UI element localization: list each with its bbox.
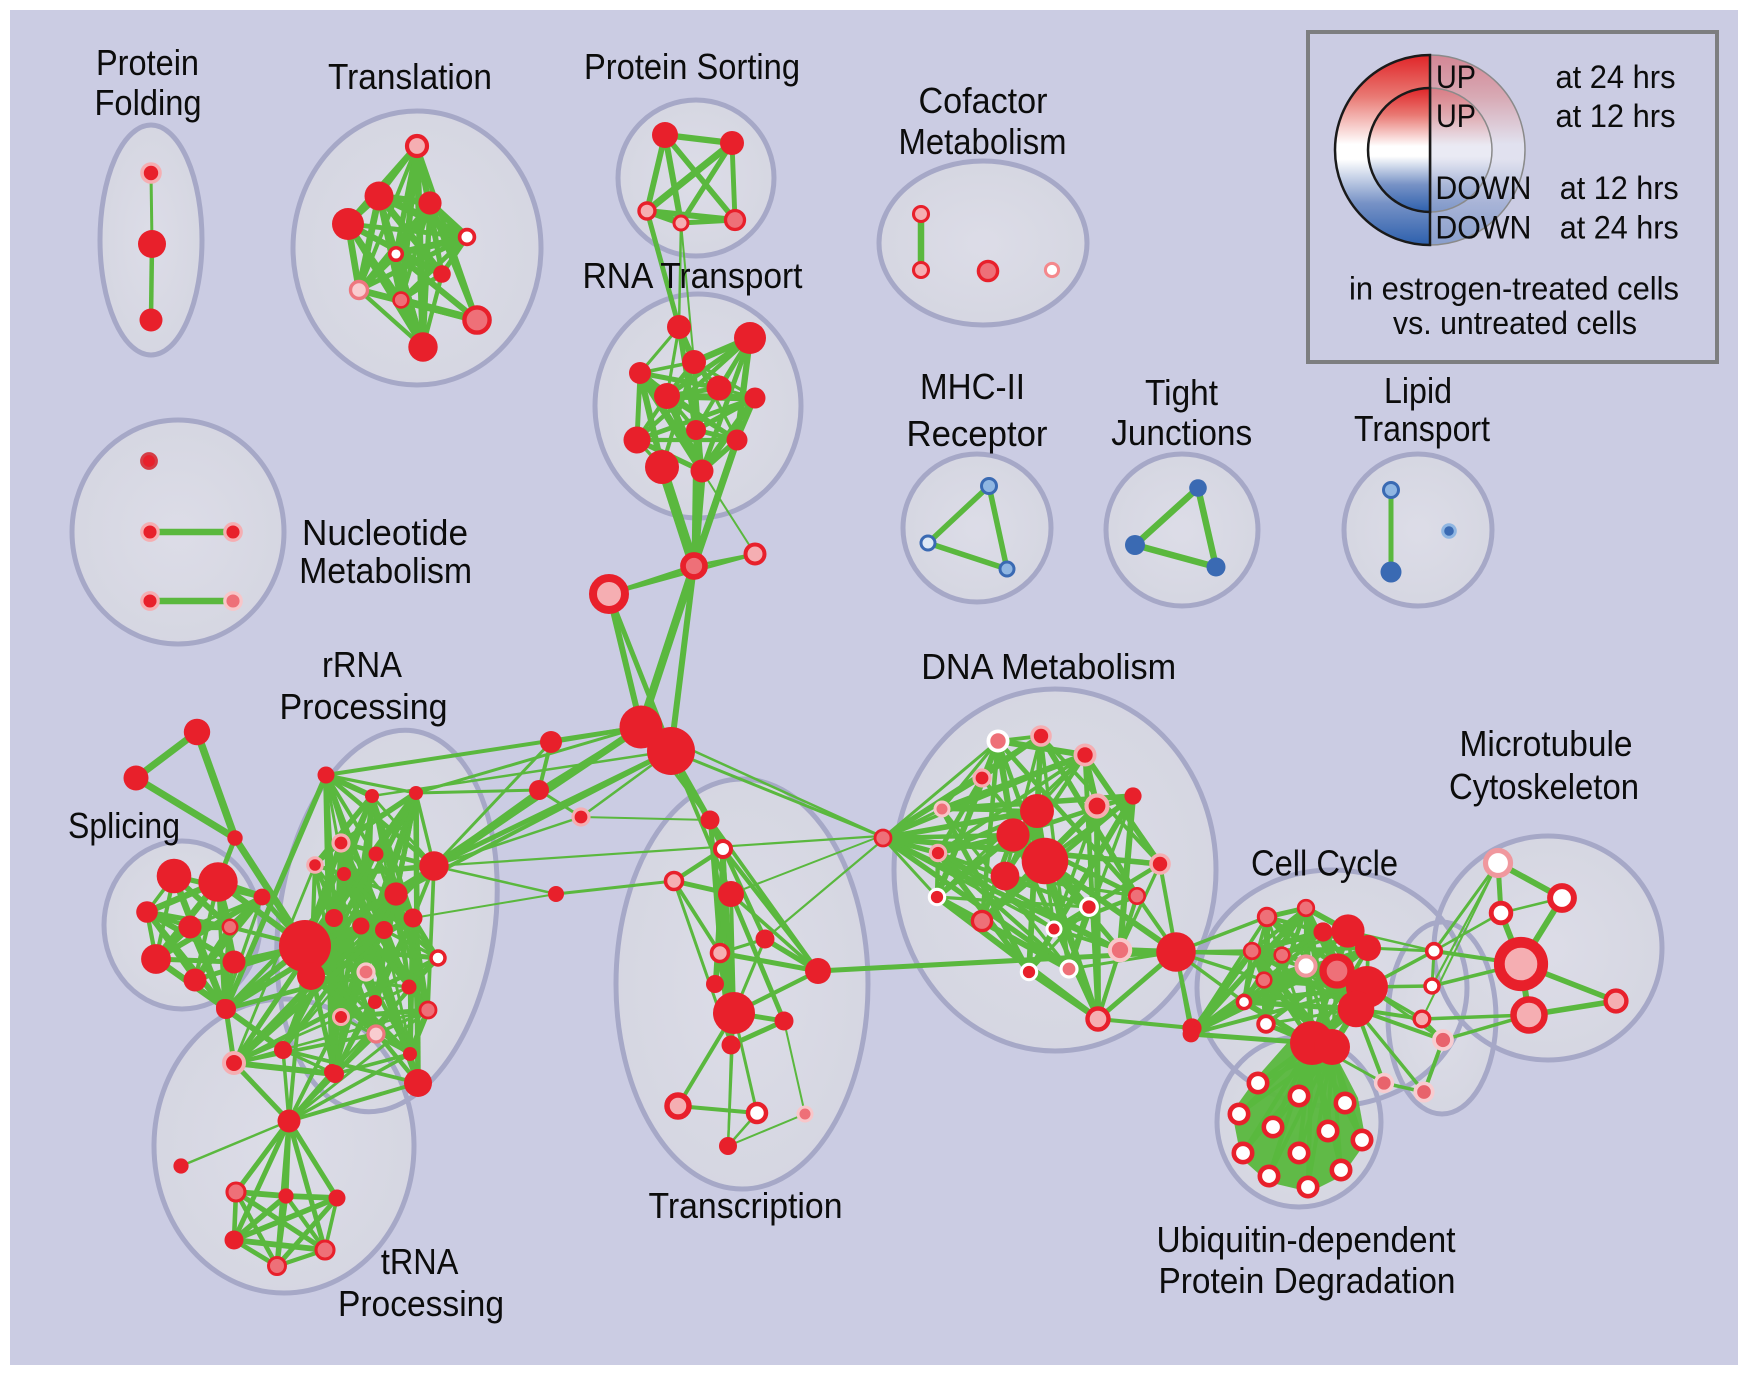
svg-text:MHC-II: MHC-II (920, 366, 1025, 407)
svg-text:rRNA: rRNA (322, 644, 402, 685)
svg-text:Junctions: Junctions (1111, 412, 1252, 453)
svg-text:Cofactor: Cofactor (919, 80, 1048, 121)
svg-text:Protein: Protein (96, 42, 199, 83)
svg-text:Translation: Translation (328, 56, 492, 97)
svg-text:at 12 hrs: at 12 hrs (1556, 98, 1676, 134)
svg-text:Microtubule: Microtubule (1460, 723, 1633, 764)
svg-text:at 12 hrs: at 12 hrs (1560, 170, 1679, 206)
svg-text:at 24 hrs: at 24 hrs (1560, 210, 1679, 246)
svg-text:Ubiquitin-dependent: Ubiquitin-dependent (1157, 1219, 1456, 1260)
svg-text:Processing: Processing (338, 1283, 504, 1324)
svg-text:Cell Cycle: Cell Cycle (1251, 843, 1398, 884)
svg-text:Lipid: Lipid (1384, 370, 1452, 411)
svg-text:UP: UP (1436, 98, 1476, 134)
svg-text:Protein Sorting: Protein Sorting (584, 46, 800, 87)
svg-text:DOWN: DOWN (1435, 210, 1531, 246)
svg-text:vs. untreated cells: vs. untreated cells (1393, 305, 1637, 341)
svg-text:Metabolism: Metabolism (899, 121, 1067, 162)
svg-text:Receptor: Receptor (907, 413, 1048, 454)
svg-text:Metabolism: Metabolism (299, 550, 472, 591)
svg-text:DNA Metabolism: DNA Metabolism (921, 646, 1176, 687)
svg-text:Protein Degradation: Protein Degradation (1159, 1260, 1456, 1301)
svg-text:Tight: Tight (1145, 372, 1218, 413)
svg-text:tRNA: tRNA (381, 1241, 459, 1282)
svg-text:Processing: Processing (280, 686, 448, 727)
svg-text:Transcription: Transcription (649, 1185, 843, 1226)
svg-text:Transport: Transport (1354, 408, 1490, 449)
svg-text:UP: UP (1436, 59, 1476, 95)
svg-text:at 24 hrs: at 24 hrs (1556, 59, 1676, 95)
svg-text:RNA Transport: RNA Transport (583, 255, 803, 296)
svg-text:Nucleotide: Nucleotide (302, 512, 468, 553)
svg-text:Cytoskeleton: Cytoskeleton (1449, 766, 1639, 807)
svg-text:Folding: Folding (95, 82, 202, 123)
svg-text:Splicing: Splicing (68, 805, 180, 846)
svg-text:in estrogen-treated cells: in estrogen-treated cells (1349, 271, 1679, 307)
svg-text:DOWN: DOWN (1435, 170, 1531, 206)
